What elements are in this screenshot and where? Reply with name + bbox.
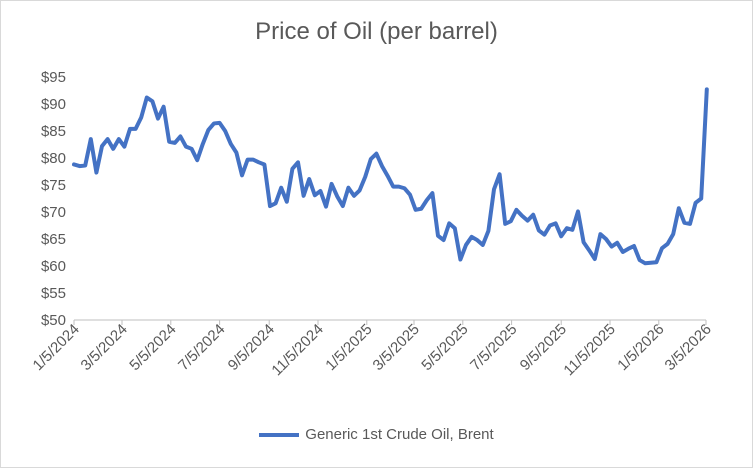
legend: Generic 1st Crude Oil, Brent bbox=[0, 426, 753, 443]
y-tick-label: $50 bbox=[41, 312, 66, 329]
x-tick-label: 7/5/2024 bbox=[175, 321, 228, 374]
x-tick-label: 7/5/2025 bbox=[467, 321, 520, 374]
y-tick-label: $55 bbox=[41, 285, 66, 302]
x-tick-label: 11/5/2025 bbox=[560, 321, 618, 379]
chart-title: Price of Oil (per barrel) bbox=[255, 18, 498, 45]
y-axis: $50 $55 $60 $65 $70 $75 $80 $85 $90 $95 bbox=[41, 69, 66, 329]
y-tick-label: $70 bbox=[41, 204, 66, 221]
y-tick-label: $75 bbox=[41, 177, 66, 194]
x-tick-label: 11/5/2024 bbox=[268, 321, 326, 379]
y-tick-label: $60 bbox=[41, 258, 66, 275]
legend-swatch bbox=[259, 432, 300, 437]
y-tick-label: $80 bbox=[41, 150, 66, 167]
x-tick-label: 1/5/2025 bbox=[322, 321, 375, 374]
series-group bbox=[72, 87, 709, 266]
x-tick-label: 5/5/2024 bbox=[126, 321, 179, 374]
x-tick-label: 1/5/2026 bbox=[614, 321, 667, 374]
x-tick-label: 3/5/2026 bbox=[662, 321, 715, 374]
x-axis: 1/5/20243/5/20245/5/20247/5/20249/5/2024… bbox=[30, 319, 715, 379]
legend-label: Generic 1st Crude Oil, Brent bbox=[305, 426, 494, 443]
y-tick-label: $65 bbox=[41, 231, 66, 248]
y-tick-label: $90 bbox=[41, 96, 66, 113]
x-tick-label: 3/5/2024 bbox=[78, 321, 131, 374]
series-line-0 bbox=[72, 87, 709, 266]
y-tick-label: $85 bbox=[41, 123, 66, 140]
x-tick-label: 3/5/2025 bbox=[370, 321, 423, 374]
y-tick-label: $95 bbox=[41, 69, 66, 86]
x-tick-label: 5/5/2025 bbox=[418, 321, 471, 374]
